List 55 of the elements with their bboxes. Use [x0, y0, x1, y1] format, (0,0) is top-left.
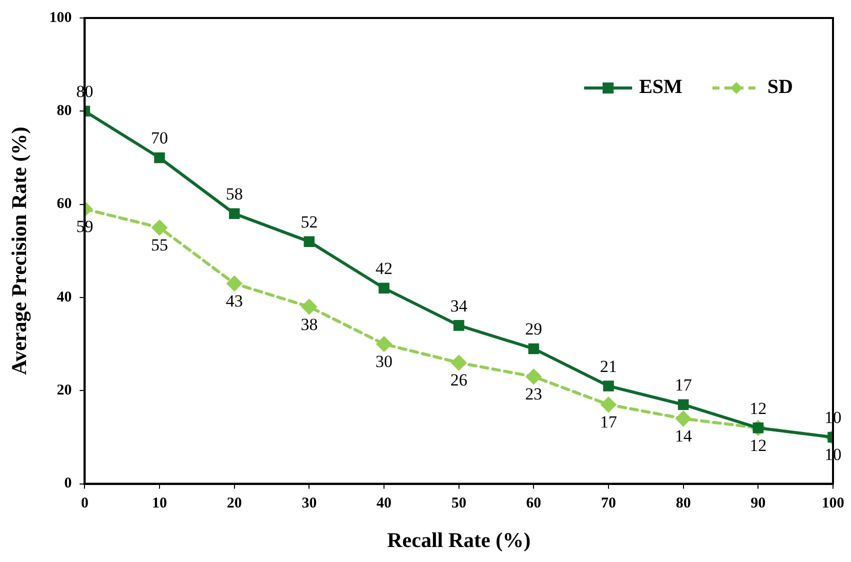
point — [304, 236, 315, 247]
point — [601, 397, 616, 412]
x-tick-label: 50 — [451, 496, 466, 512]
x-tick-label: 70 — [601, 496, 616, 512]
data-label: 26 — [450, 370, 468, 390]
y-tick-label: 100 — [49, 10, 72, 26]
data-label: 42 — [376, 259, 393, 278]
data-label: 43 — [226, 291, 243, 310]
x-tick-label: 60 — [526, 496, 542, 512]
data-label: 52 — [300, 212, 318, 232]
x-tick-label: 0 — [80, 496, 88, 512]
legend-label: ESM — [639, 76, 683, 98]
point — [378, 282, 390, 294]
data-label: 17 — [674, 376, 692, 395]
point — [526, 369, 542, 384]
x-tick-label: 20 — [226, 496, 242, 512]
x-tick-label: 100 — [822, 496, 844, 512]
data-label: 29 — [525, 320, 542, 339]
data-label: 55 — [151, 236, 168, 255]
point — [528, 343, 540, 354]
x-tick-label: 30 — [302, 496, 317, 512]
data-label: 23 — [525, 384, 542, 404]
data-label: 21 — [600, 356, 618, 376]
x-tick-label: 80 — [676, 496, 691, 512]
data-label: 14 — [674, 426, 692, 446]
x-axis-title: Recall Rate (%) — [387, 528, 531, 552]
data-label: 12 — [750, 398, 767, 418]
x-tick-label: 10 — [152, 496, 168, 512]
data-label: 12 — [750, 436, 767, 455]
y-tick-label: 20 — [56, 382, 72, 399]
y-tick-label: 60 — [56, 196, 72, 212]
y-tick-label: 40 — [56, 289, 72, 306]
point — [228, 208, 240, 220]
data-label: 17 — [600, 412, 618, 432]
point — [226, 276, 242, 292]
point — [451, 355, 466, 370]
point — [152, 220, 168, 236]
legend-label: SD — [767, 76, 794, 98]
data-label: 30 — [376, 352, 393, 372]
point — [302, 299, 317, 314]
y-tick-label: 80 — [56, 103, 72, 120]
point — [453, 320, 464, 331]
data-label: 70 — [151, 128, 168, 148]
point — [376, 336, 392, 352]
data-label: 34 — [450, 296, 468, 316]
point — [676, 411, 691, 426]
x-tick-label: 90 — [750, 496, 766, 512]
data-label: 38 — [300, 314, 318, 334]
point — [154, 152, 165, 164]
data-label: 58 — [226, 184, 243, 204]
point — [603, 380, 614, 392]
x-tick-label: 40 — [376, 496, 392, 512]
y-axis-title: Average Precision Rate (%) — [7, 126, 32, 376]
y-tick-label: 0 — [64, 476, 72, 492]
point — [678, 399, 689, 410]
